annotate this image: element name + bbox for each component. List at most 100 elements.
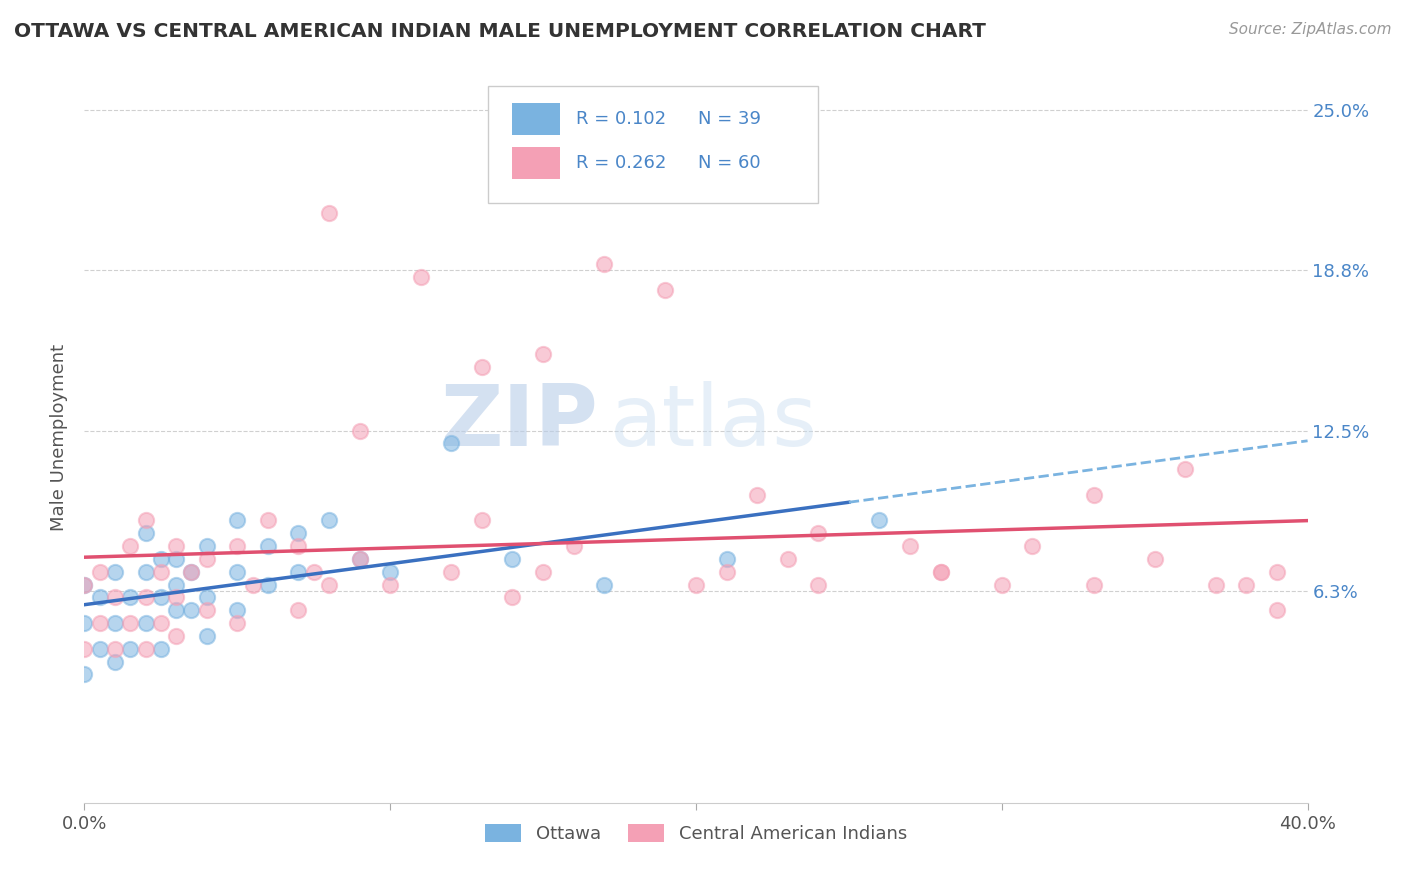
- Point: [226, 603, 249, 617]
- Point: [929, 565, 952, 579]
- Point: [287, 603, 309, 617]
- Point: [165, 539, 187, 553]
- Point: [165, 629, 187, 643]
- Point: [165, 603, 187, 617]
- Text: R = 0.102: R = 0.102: [576, 110, 666, 128]
- Text: N = 39: N = 39: [699, 110, 762, 128]
- Text: OTTAWA VS CENTRAL AMERICAN INDIAN MALE UNEMPLOYMENT CORRELATION CHART: OTTAWA VS CENTRAL AMERICAN INDIAN MALE U…: [14, 22, 986, 41]
- Point: [593, 577, 616, 591]
- Point: [440, 565, 463, 579]
- FancyBboxPatch shape: [513, 146, 560, 179]
- Point: [349, 424, 371, 438]
- Point: [302, 565, 325, 579]
- Point: [685, 577, 707, 591]
- FancyBboxPatch shape: [513, 103, 560, 135]
- Point: [226, 539, 249, 553]
- Point: [807, 577, 830, 591]
- Point: [440, 436, 463, 450]
- Point: [747, 488, 769, 502]
- Point: [502, 591, 524, 605]
- Point: [318, 514, 340, 528]
- Point: [135, 565, 157, 579]
- Point: [195, 629, 218, 643]
- Point: [349, 552, 371, 566]
- Point: [409, 269, 432, 284]
- Point: [165, 577, 187, 591]
- Point: [257, 514, 280, 528]
- Point: [380, 565, 402, 579]
- Point: [1021, 539, 1043, 553]
- Point: [593, 257, 616, 271]
- Point: [318, 205, 340, 219]
- Point: [149, 565, 172, 579]
- Point: [716, 565, 738, 579]
- Point: [257, 539, 280, 553]
- Point: [104, 641, 127, 656]
- Point: [349, 552, 371, 566]
- Point: [195, 591, 218, 605]
- Point: [531, 565, 554, 579]
- Point: [89, 565, 111, 579]
- Point: [89, 616, 111, 631]
- Point: [180, 603, 202, 617]
- Point: [502, 552, 524, 566]
- Point: [776, 552, 799, 566]
- Point: [104, 616, 127, 631]
- Point: [120, 591, 142, 605]
- Point: [471, 359, 494, 374]
- Point: [135, 526, 157, 541]
- Point: [195, 552, 218, 566]
- Point: [807, 526, 830, 541]
- Legend: Ottawa, Central American Indians: Ottawa, Central American Indians: [477, 815, 915, 852]
- Point: [226, 616, 249, 631]
- Point: [531, 346, 554, 360]
- Point: [73, 616, 96, 631]
- Point: [73, 577, 96, 591]
- Point: [1205, 577, 1227, 591]
- Point: [226, 514, 249, 528]
- Point: [135, 616, 157, 631]
- FancyBboxPatch shape: [488, 86, 818, 203]
- Point: [149, 641, 172, 656]
- Point: [89, 591, 111, 605]
- Point: [1174, 462, 1197, 476]
- Point: [471, 514, 494, 528]
- Point: [165, 552, 187, 566]
- Point: [716, 552, 738, 566]
- Point: [195, 539, 218, 553]
- Point: [135, 514, 157, 528]
- Point: [257, 577, 280, 591]
- Point: [149, 552, 172, 566]
- Point: [318, 577, 340, 591]
- Y-axis label: Male Unemployment: Male Unemployment: [51, 343, 69, 531]
- Point: [149, 616, 172, 631]
- Point: [991, 577, 1014, 591]
- Point: [73, 577, 96, 591]
- Point: [1236, 577, 1258, 591]
- Point: [1265, 603, 1288, 617]
- Point: [929, 565, 952, 579]
- Point: [73, 641, 96, 656]
- Point: [287, 539, 309, 553]
- Text: Source: ZipAtlas.com: Source: ZipAtlas.com: [1229, 22, 1392, 37]
- Point: [1143, 552, 1166, 566]
- Point: [89, 641, 111, 656]
- Point: [120, 616, 142, 631]
- Point: [104, 565, 127, 579]
- Point: [104, 655, 127, 669]
- Point: [869, 514, 891, 528]
- Point: [73, 667, 96, 681]
- Point: [104, 591, 127, 605]
- Point: [180, 565, 202, 579]
- Point: [898, 539, 921, 553]
- Point: [654, 283, 676, 297]
- Point: [165, 591, 187, 605]
- Point: [135, 641, 157, 656]
- Point: [242, 577, 264, 591]
- Text: atlas: atlas: [610, 381, 818, 464]
- Point: [226, 565, 249, 579]
- Point: [287, 565, 309, 579]
- Point: [120, 641, 142, 656]
- Point: [180, 565, 202, 579]
- Point: [149, 591, 172, 605]
